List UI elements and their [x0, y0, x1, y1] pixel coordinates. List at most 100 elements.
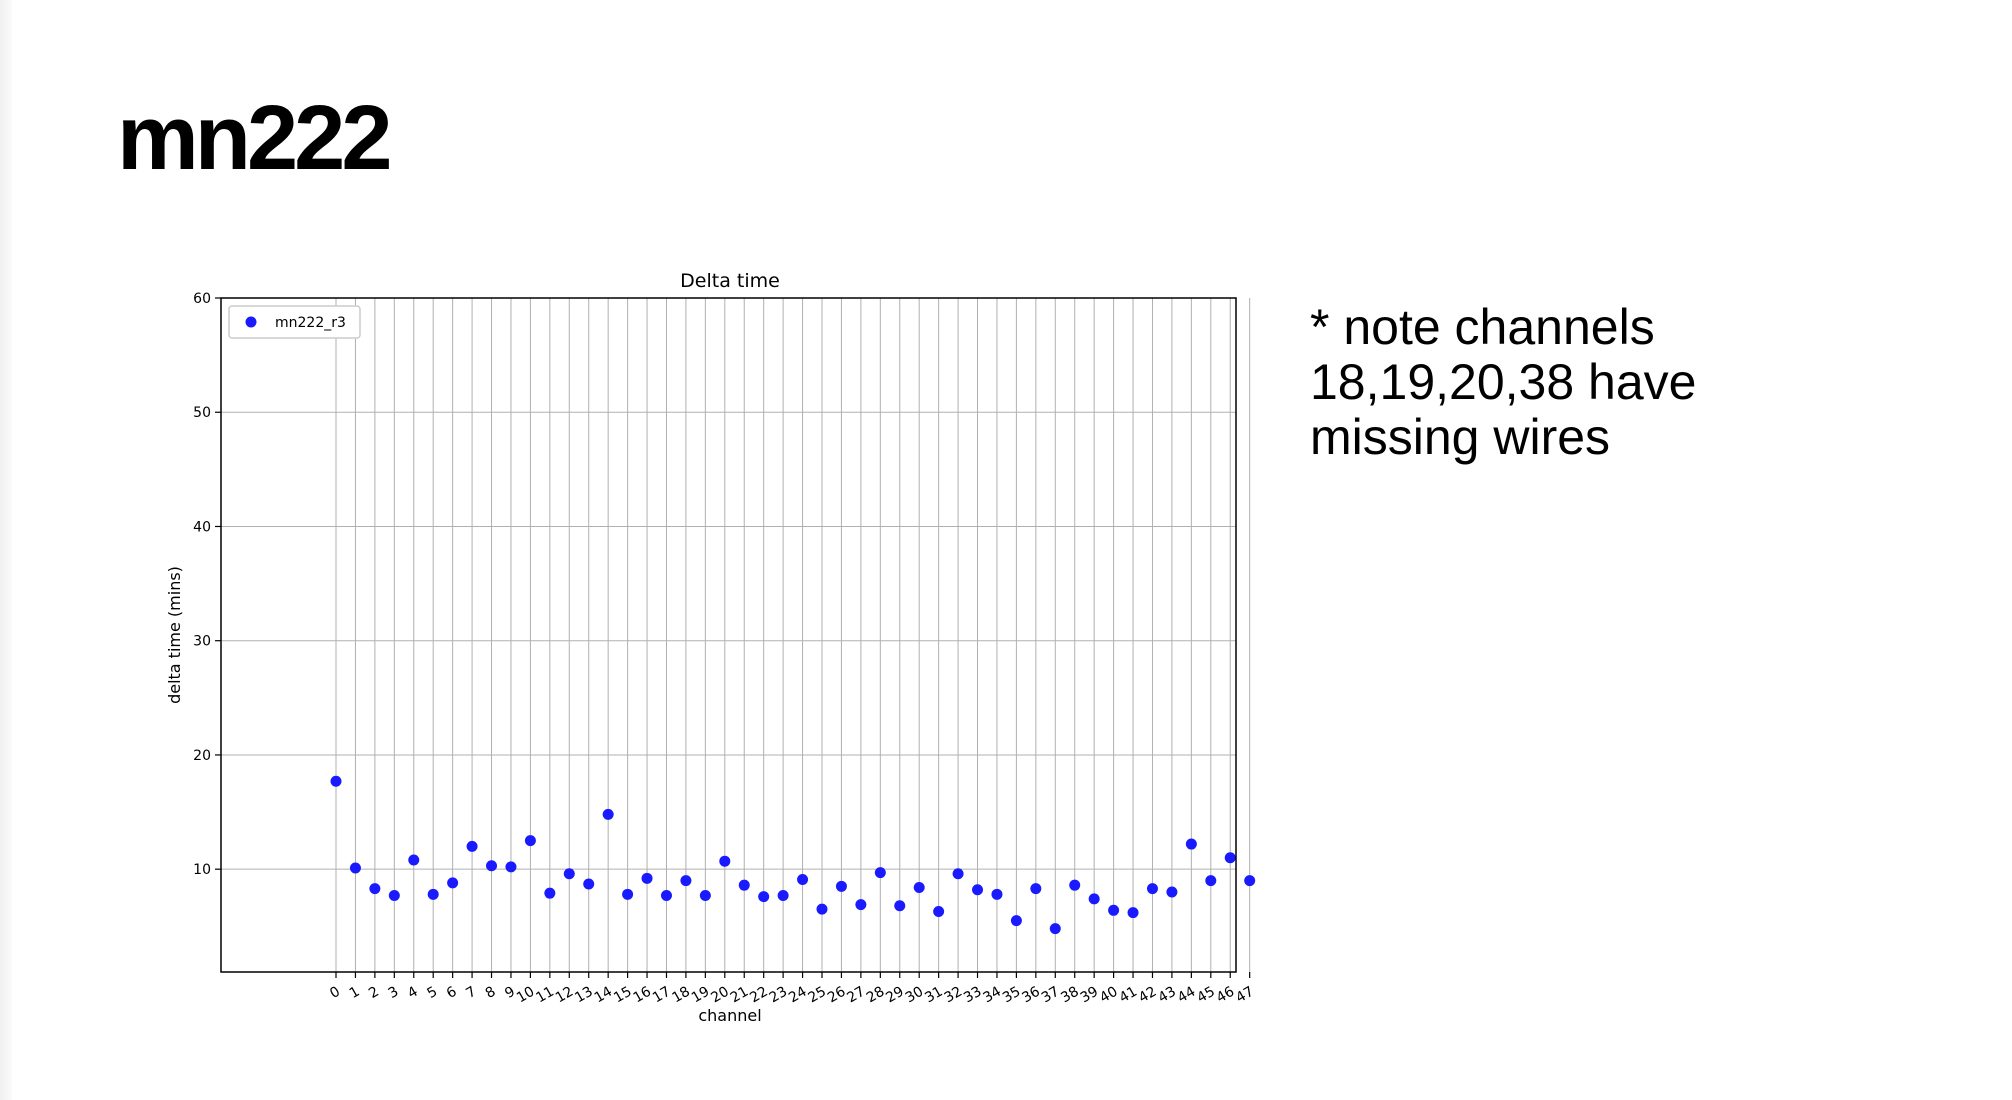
data-point — [991, 888, 1003, 900]
y-tick-label: 10 — [193, 862, 211, 878]
data-point — [894, 900, 906, 912]
left-edge-shadow — [0, 0, 12, 1100]
x-tick-label: 36 — [1019, 984, 1043, 1007]
legend-label: mn222_r3 — [275, 315, 346, 331]
x-tick-label: 16 — [631, 984, 655, 1007]
x-tick-label: 23 — [767, 984, 790, 1007]
x-tick-label: 26 — [825, 984, 849, 1007]
data-point — [1146, 883, 1158, 895]
data-point — [388, 889, 400, 901]
data-point — [427, 888, 439, 900]
data-point — [1244, 875, 1256, 887]
data-point — [913, 881, 925, 893]
x-tick-label: 45 — [1194, 984, 1217, 1007]
x-tick-label: 47 — [1233, 984, 1256, 1007]
x-tick-label: 27 — [844, 984, 867, 1007]
data-point — [622, 888, 634, 900]
data-point — [855, 899, 867, 911]
x-axis-label: channel — [698, 1006, 761, 1025]
x-tick-label: 37 — [1039, 984, 1062, 1007]
x-tick-label: 4 — [405, 984, 421, 1002]
x-tick-label: 31 — [922, 984, 945, 1007]
y-tick-label: 60 — [193, 291, 211, 307]
x-tick-label: 11 — [533, 984, 556, 1007]
data-point — [1205, 875, 1217, 887]
y-tick-label: 50 — [193, 405, 211, 421]
data-point — [486, 860, 498, 872]
note-line-1: * note channels — [1310, 299, 1655, 355]
x-tick-label: 44 — [1175, 984, 1199, 1007]
x-tick-label: 41 — [1117, 984, 1140, 1007]
data-point — [1030, 883, 1042, 895]
data-point — [680, 875, 692, 887]
x-tick-label: 8 — [483, 984, 499, 1002]
x-tick-label: 15 — [611, 984, 634, 1007]
legend-box — [228, 305, 361, 339]
y-tick-label: 30 — [193, 634, 211, 650]
data-point — [777, 889, 789, 901]
x-tick-label: 0 — [327, 984, 343, 1002]
data-point — [835, 880, 847, 892]
x-tick-label: 10 — [514, 984, 537, 1007]
data-point — [1166, 886, 1178, 898]
x-tick-label: 12 — [553, 984, 576, 1007]
data-point — [641, 872, 653, 884]
x-tick-label: 25 — [806, 984, 829, 1007]
data-point — [1108, 904, 1120, 916]
x-axis-ticks: 0 1 2 3 4 5 6 7 8 9101112131415161718192021222324… — [327, 972, 1257, 1007]
x-tick-label: 2 — [366, 984, 382, 1002]
x-tick-label: 5 — [424, 984, 440, 1002]
y-tick-label: 20 — [193, 748, 211, 764]
x-tick-label: 22 — [747, 984, 770, 1007]
data-point — [505, 861, 517, 873]
data-point — [1127, 907, 1139, 919]
note-line-2: 18,19,20,38 have — [1310, 354, 1697, 410]
y-axis-label: delta time (mins) — [165, 566, 184, 704]
data-point — [369, 883, 381, 895]
data-point — [797, 873, 809, 885]
data-point — [933, 905, 945, 917]
data-point — [699, 889, 711, 901]
x-tick-label: 13 — [572, 984, 595, 1007]
y-axis-ticks: 10 20 30 40 50 60 — [193, 291, 221, 878]
x-tick-label: 43 — [1155, 984, 1178, 1007]
x-tick-label: 21 — [728, 984, 751, 1007]
x-tick-label: 24 — [786, 984, 810, 1007]
x-tick-label: 30 — [903, 984, 926, 1007]
data-point — [447, 877, 459, 889]
x-tick-label: 29 — [883, 984, 906, 1007]
x-tick-label: 38 — [1058, 984, 1081, 1007]
x-tick-label: 32 — [942, 984, 965, 1007]
x-tick-label: 14 — [592, 984, 616, 1007]
data-point — [952, 868, 964, 880]
data-point — [874, 867, 886, 879]
x-tick-label: 35 — [1000, 984, 1023, 1007]
data-point — [408, 854, 420, 866]
chart-title: Delta time — [680, 270, 780, 292]
data-point — [758, 891, 770, 903]
data-point — [563, 868, 575, 880]
x-tick-label: 39 — [1078, 984, 1101, 1007]
x-tick-label: 33 — [961, 984, 984, 1007]
data-point — [544, 887, 556, 899]
x-tick-label: 18 — [669, 984, 692, 1007]
data-point — [583, 878, 595, 890]
data-point — [466, 840, 478, 852]
note-line-3: missing wires — [1310, 409, 1611, 465]
legend-marker — [245, 316, 257, 328]
legend: mn222_r3 — [228, 305, 361, 339]
x-tick-label: 6 — [444, 984, 460, 1002]
x-tick-label: 20 — [708, 984, 731, 1007]
data-point — [1010, 915, 1022, 927]
data-point — [738, 879, 750, 891]
data-point — [1069, 879, 1081, 891]
data-point — [1224, 852, 1236, 864]
x-tick-label: 1 — [347, 984, 363, 1002]
x-tick-label: 46 — [1214, 984, 1238, 1007]
data-point — [816, 903, 828, 915]
data-point — [972, 884, 984, 896]
x-tick-label: 40 — [1097, 984, 1120, 1007]
x-tick-label: 42 — [1136, 984, 1159, 1007]
x-tick-label: 28 — [864, 984, 887, 1007]
